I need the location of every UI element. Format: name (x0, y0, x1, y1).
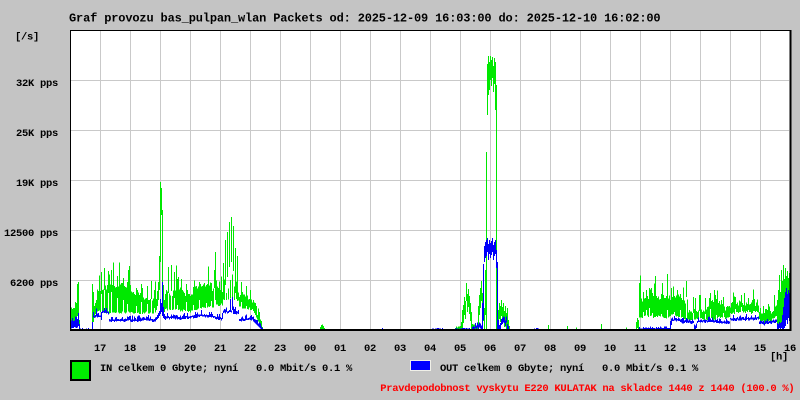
svg-text:14: 14 (724, 343, 736, 355)
svg-text:05: 05 (454, 343, 466, 355)
svg-text:08: 08 (544, 343, 556, 355)
svg-text:12: 12 (664, 343, 676, 355)
svg-text:15: 15 (754, 343, 766, 355)
svg-text:16: 16 (784, 343, 796, 355)
svg-text:00: 00 (304, 343, 316, 355)
svg-text:22: 22 (244, 343, 256, 355)
svg-text:07: 07 (514, 343, 526, 355)
svg-text:25K pps: 25K pps (16, 128, 58, 140)
svg-text:18: 18 (124, 343, 136, 355)
svg-text:03: 03 (394, 343, 406, 355)
svg-text:09: 09 (574, 343, 586, 355)
svg-text:13: 13 (694, 343, 706, 355)
svg-text:19: 19 (154, 343, 166, 355)
svg-text:06: 06 (484, 343, 496, 355)
svg-text:04: 04 (424, 343, 436, 355)
svg-text:32K pps: 32K pps (16, 78, 58, 90)
svg-text:6200 pps: 6200 pps (10, 278, 58, 290)
svg-text:19K pps: 19K pps (16, 178, 58, 190)
svg-text:12500 pps: 12500 pps (4, 228, 58, 240)
svg-text:Pravdepodobnost vyskytu E220 K: Pravdepodobnost vyskytu E220 KULATAK na … (380, 383, 794, 395)
svg-text:OUT celkem 0 Gbyte; nyní 0.0: OUT celkem 0 Gbyte; nyní 0.0 Mbit/s 0.1 … (440, 363, 699, 375)
svg-text:[/s]: [/s] (15, 32, 39, 44)
svg-text:20: 20 (184, 343, 196, 355)
svg-text:11: 11 (634, 343, 646, 355)
svg-text:23: 23 (274, 343, 286, 355)
svg-text:IN celkem 0 Gbyte; nyní 0.0: IN celkem 0 Gbyte; nyní 0.0 Mbit/s 0.1 % (100, 363, 353, 375)
svg-text:02: 02 (364, 343, 376, 355)
svg-text:21: 21 (214, 343, 226, 355)
svg-text:17: 17 (94, 343, 106, 355)
svg-text:[h]: [h] (770, 352, 788, 364)
svg-text:01: 01 (334, 343, 346, 355)
svg-text:Graf provozu bas_pulpan_wlan P: Graf provozu bas_pulpan_wlan Packets od:… (69, 11, 660, 25)
svg-text:10: 10 (604, 343, 616, 355)
